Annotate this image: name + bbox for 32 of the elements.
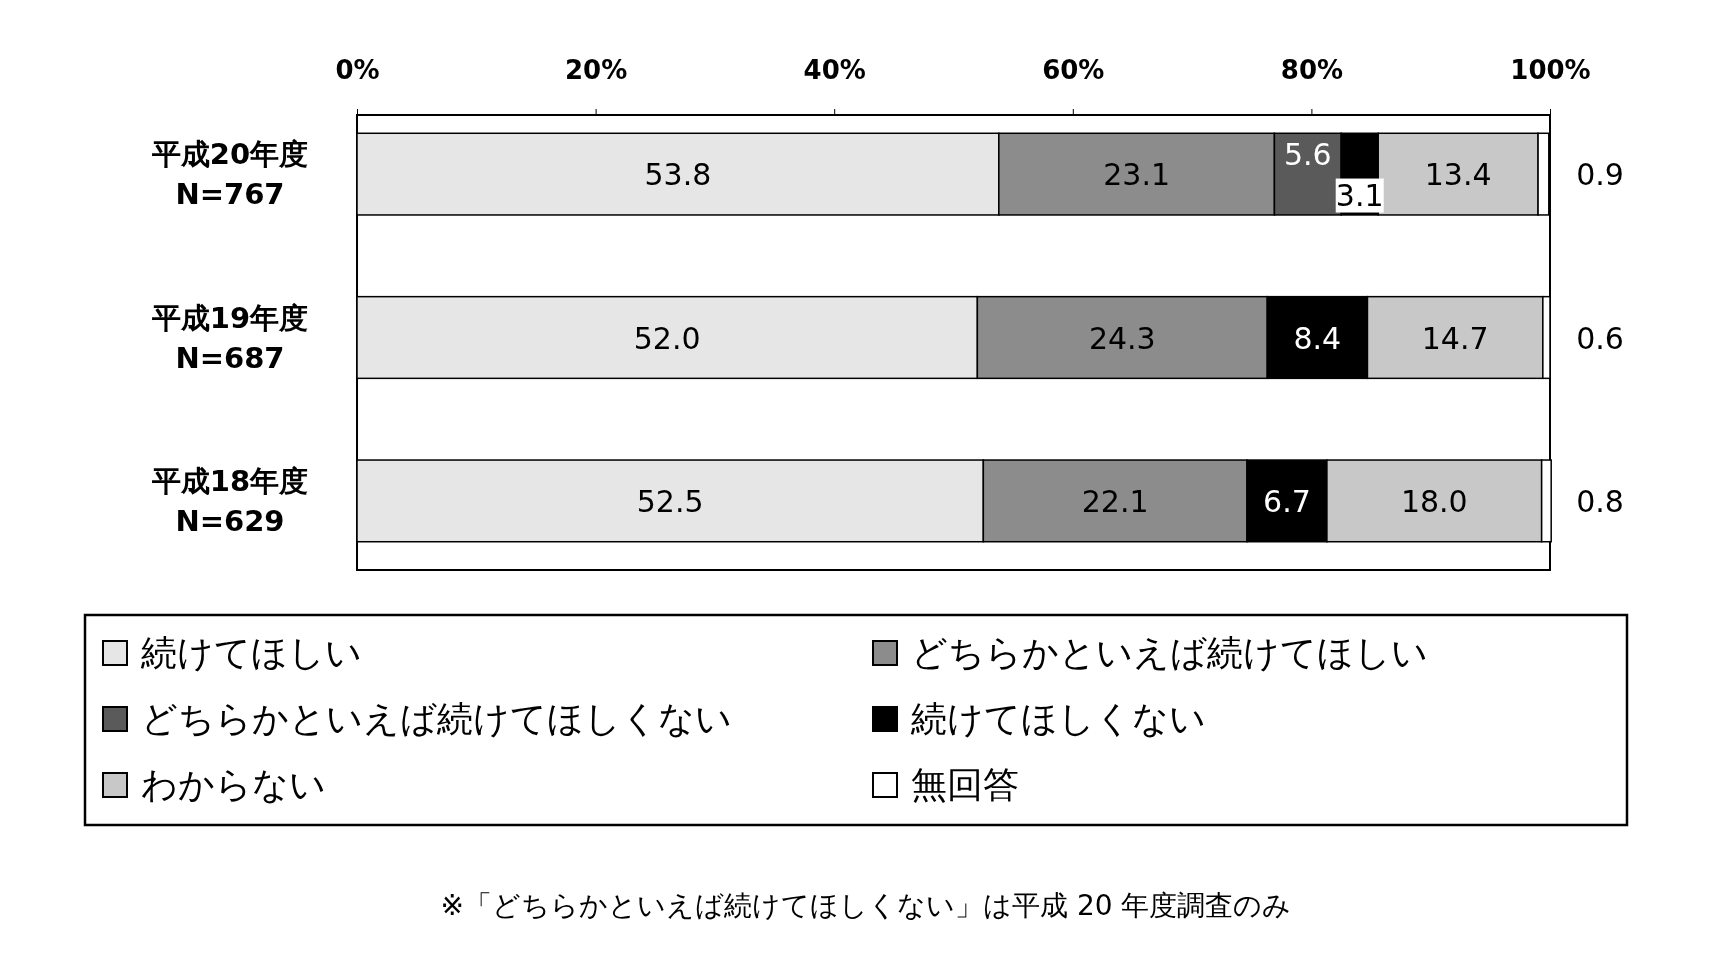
data-label: 24.3 [1088, 320, 1156, 356]
data-label: 18.0 [1400, 483, 1468, 519]
y-tick-label: 平成18年度 N=629 [150, 463, 309, 538]
legend-label: 続けてほしくない [910, 698, 1206, 739]
legend-label: わからない [141, 764, 326, 805]
data-label: 0.8 [1576, 483, 1624, 519]
text: ※「どちらかといえば続けてほしくない」は平成 20 年度調査のみ [440, 889, 1292, 922]
x-tick-label: 100% [1510, 55, 1591, 85]
y-tick-label: 平成19年度 N=687 [150, 300, 309, 375]
data-label: 13.4 [1424, 157, 1492, 193]
data-label: 14.7 [1421, 320, 1489, 356]
data-label: 3.1 [1335, 177, 1384, 213]
legend-label: どちらかといえば続けてほしい [911, 632, 1428, 673]
data-label: 8.4 [1293, 320, 1342, 356]
data-label: 53.8 [644, 157, 712, 193]
y-tick-label: 平成20年度 N=767 [150, 137, 309, 212]
legend-label: 続けてほしい [140, 632, 362, 673]
x-tick-label: 20% [564, 55, 628, 85]
data-label: 52.0 [633, 320, 701, 356]
x-tick-label: 40% [803, 55, 866, 85]
data-label: 23.1 [1103, 157, 1171, 193]
x-tick-label: 60% [1042, 55, 1105, 85]
legend-label: 無回答 [911, 764, 1019, 805]
data-label: 22.1 [1081, 483, 1149, 519]
data-label: 6.7 [1263, 483, 1311, 519]
data-label: 52.5 [636, 483, 704, 519]
data-label: 0.9 [1576, 157, 1624, 193]
data-label: 0.6 [1576, 320, 1624, 356]
legend-label: どちらかといえば続けてほしくない [141, 698, 732, 739]
data-label: 5.6 [1283, 136, 1332, 172]
x-tick-label: 0% [335, 55, 380, 85]
x-tick-label: 80% [1280, 55, 1344, 85]
